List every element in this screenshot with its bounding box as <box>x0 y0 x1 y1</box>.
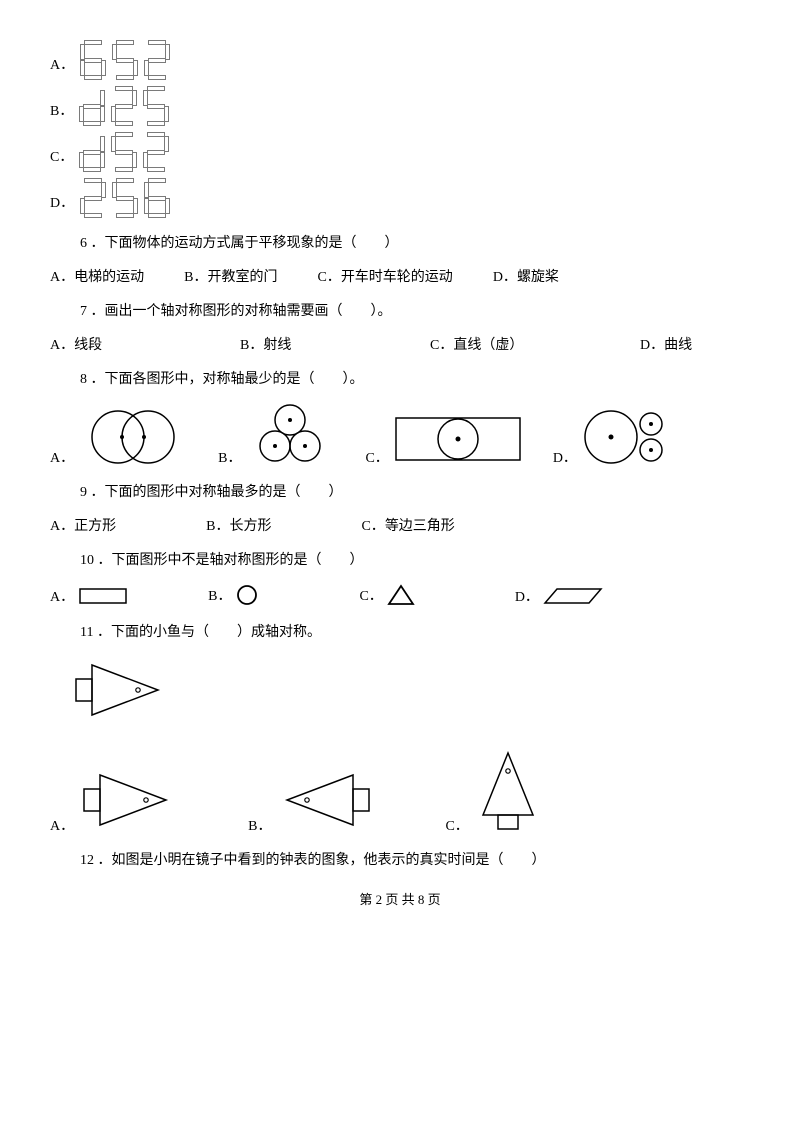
figure-label: B． <box>208 585 231 605</box>
option-label: C． <box>50 146 73 172</box>
three-circles-icon <box>245 402 335 467</box>
choice: B．长方形 <box>206 515 271 535</box>
q5-options: A． B． C． D． <box>50 40 750 218</box>
choice: C．直线（虚） <box>430 334 600 354</box>
choice: B．开教室的门 <box>184 266 277 286</box>
q6-choices: A．电梯的运动 B．开教室的门 C．开车时车轮的运动 D．螺旋桨 <box>50 266 750 286</box>
q11-figure-a: A． <box>50 765 178 835</box>
q7-text: 7 ．画出一个轴对称图形的对称轴需要画（ ）。 <box>80 300 750 320</box>
digit-display <box>79 132 169 172</box>
q10-figure-d: D． <box>515 585 603 607</box>
q8-text: 8 ．下面各图形中，对称轴最少的是（ ）。 <box>80 368 750 388</box>
choice: B．射线 <box>240 334 390 354</box>
choice: D．螺旋桨 <box>493 266 559 286</box>
circle-icon <box>235 583 259 607</box>
q5-option-a: A． <box>50 40 750 80</box>
fish-right-icon <box>78 765 178 835</box>
q10-figures: A． B． C． D． <box>50 583 750 607</box>
choice: A．正方形 <box>50 515 116 535</box>
fish-left-icon <box>275 765 375 835</box>
q8-figures: A． B． C． <box>50 402 750 467</box>
choice: C．等边三角形 <box>361 515 454 535</box>
q11-figure-b: B． <box>248 765 375 835</box>
q5-option-c: C． <box>50 132 750 172</box>
q6-text: 6 ．下面物体的运动方式属于平移现象的是（ ） <box>80 232 750 252</box>
choice: D．曲线 <box>640 334 692 354</box>
q8-figure-c: C． <box>365 412 522 467</box>
q10-figure-c: C． <box>359 583 414 607</box>
choice: C．开车时车轮的运动 <box>317 266 452 286</box>
fish-right-icon <box>70 655 170 725</box>
page: A． B． C． D． 6 ．下面物体的运动方式属于平移现象的是（ ） A．电梯… <box>0 0 800 938</box>
q11-figures: A． B． C． <box>50 745 750 835</box>
figure-label: A． <box>50 815 74 835</box>
figure-label: D． <box>553 447 577 467</box>
triangle-icon <box>387 583 415 607</box>
rect-circle-icon <box>393 412 523 467</box>
figure-label: B． <box>218 447 241 467</box>
two-circles-icon <box>78 407 188 467</box>
option-label: A． <box>50 54 74 80</box>
choice: A．线段 <box>50 334 200 354</box>
digit-display <box>80 40 170 80</box>
figure-label: B． <box>248 815 271 835</box>
q10-figure-b: B． <box>208 583 259 607</box>
q11-figure-c: C． <box>445 745 542 835</box>
q5-option-b: B． <box>50 86 750 126</box>
digit-display <box>79 86 169 126</box>
q10-figure-a: A． <box>50 585 128 607</box>
fish-up-icon <box>473 745 543 835</box>
big-two-small-circles-icon <box>581 407 681 467</box>
q12-text: 12 ．如图是小明在镜子中看到的钟表的图象，他表示的真实时间是（ ） <box>80 849 750 869</box>
figure-label: A． <box>50 586 74 606</box>
q8-figure-d: D． <box>553 407 681 467</box>
rectangle-icon <box>78 585 128 607</box>
figure-label: A． <box>50 447 74 467</box>
q11-reference-fish <box>70 655 750 725</box>
choice: A．电梯的运动 <box>50 266 144 286</box>
digit-display <box>80 178 170 218</box>
q9-text: 9 ．下面的图形中对称轴最多的是（ ） <box>80 481 750 501</box>
parallelogram-icon <box>543 585 603 607</box>
q7-choices: A．线段 B．射线 C．直线（虚） D．曲线 <box>50 334 750 354</box>
q9-choices: A．正方形 B．长方形 C．等边三角形 <box>50 515 750 535</box>
q5-option-d: D． <box>50 178 750 218</box>
q8-figure-a: A． <box>50 407 188 467</box>
q11-text: 11 ．下面的小鱼与（ ）成轴对称。 <box>80 621 750 641</box>
option-label: D． <box>50 192 74 218</box>
q8-figure-b: B． <box>218 402 335 467</box>
figure-label: C． <box>365 447 388 467</box>
figure-label: C． <box>359 585 382 605</box>
page-footer: 第 2 页 共 8 页 <box>50 889 750 908</box>
option-label: B． <box>50 100 73 126</box>
figure-label: C． <box>445 815 468 835</box>
q10-text: 10 ．下面图形中不是轴对称图形的是（ ） <box>80 549 750 569</box>
figure-label: D． <box>515 586 539 606</box>
